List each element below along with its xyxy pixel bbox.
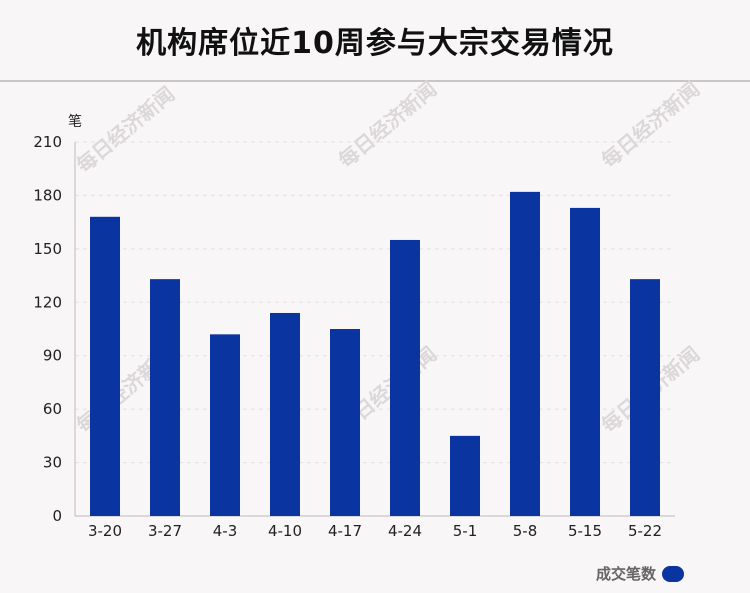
x-tick-label: 5-22	[628, 522, 662, 540]
x-tick-label: 5-1	[453, 522, 478, 540]
x-tick-label: 4-3	[213, 522, 238, 540]
watermark-text: 每日经济新闻	[72, 82, 179, 178]
bars	[90, 191, 660, 517]
watermark-text: 每日经济新闻	[597, 77, 704, 173]
y-tick-label: 90	[43, 347, 62, 365]
y-tick-label: 120	[33, 293, 62, 311]
y-axis-unit: 笔	[68, 114, 82, 130]
y-tick-label: 30	[43, 454, 62, 472]
y-tick-label: 60	[43, 400, 62, 418]
legend-label: 成交笔数	[595, 565, 656, 583]
bar-4-10	[270, 312, 300, 516]
bar-5-22	[630, 279, 660, 516]
y-tick-label: 210	[33, 133, 62, 151]
title-divider	[0, 80, 750, 82]
bar-4-24	[390, 239, 420, 516]
x-tick-label: 4-10	[268, 522, 302, 540]
watermark-text: 每日经济新闻	[334, 77, 441, 173]
legend-swatch	[662, 565, 684, 582]
x-tick-label: 3-27	[148, 522, 182, 540]
x-tick-label: 3-20	[88, 522, 122, 540]
bar-3-27	[150, 279, 180, 516]
bar-5-15	[570, 207, 600, 516]
x-tick-label: 4-24	[388, 522, 422, 540]
x-tick-label: 5-8	[513, 522, 538, 540]
x-tick-label: 5-15	[568, 522, 602, 540]
y-tick-label: 180	[33, 186, 62, 204]
x-tick-label: 4-17	[328, 522, 362, 540]
x-tick-labels: 3-20 3-27 4-3 4-10 4-17 4-24 5-1 5-8 5-15 5-22	[88, 522, 662, 540]
y-tick-labels: 0 30 60 90 120 150 180 210	[33, 133, 62, 525]
bar-5-1	[450, 435, 480, 516]
chart-title: 机构席位近10周参与大宗交易情况	[136, 26, 614, 61]
y-tick-label: 0	[52, 507, 62, 525]
y-tick-label: 150	[33, 240, 62, 258]
legend: 成交笔数	[596, 563, 684, 584]
bar-4-17	[330, 329, 360, 516]
bar-5-8	[510, 191, 540, 516]
bar-4-3	[210, 334, 240, 516]
bar-3-20	[90, 216, 120, 517]
